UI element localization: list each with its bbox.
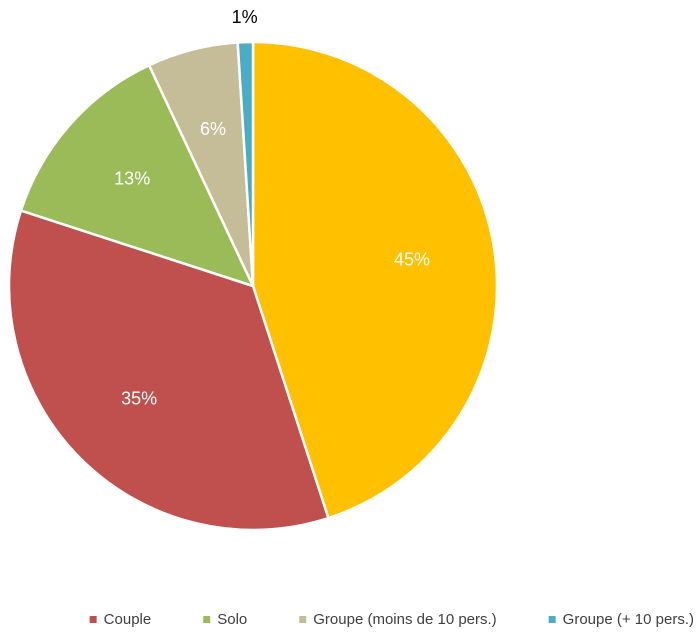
legend-label: Couple <box>104 611 152 628</box>
legend-marker <box>89 616 97 623</box>
legend-marker <box>548 616 556 623</box>
pie-slice <box>7 209 330 532</box>
data-label: 45% <box>394 250 430 270</box>
legend-marker <box>299 616 307 623</box>
data-label: 6% <box>200 119 226 139</box>
legend-label: Groupe (moins de 10 pers.) <box>313 611 496 628</box>
pie-slice <box>236 40 255 287</box>
data-label: 13% <box>114 168 150 188</box>
legend-marker <box>203 616 211 623</box>
data-label: 35% <box>121 389 157 409</box>
data-label: 1% <box>232 7 258 27</box>
legend-label: Solo <box>217 611 247 628</box>
legend-label: Groupe (+ 10 pers.) <box>563 611 694 628</box>
pie-slice <box>19 63 256 289</box>
pie-slice <box>251 40 499 520</box>
